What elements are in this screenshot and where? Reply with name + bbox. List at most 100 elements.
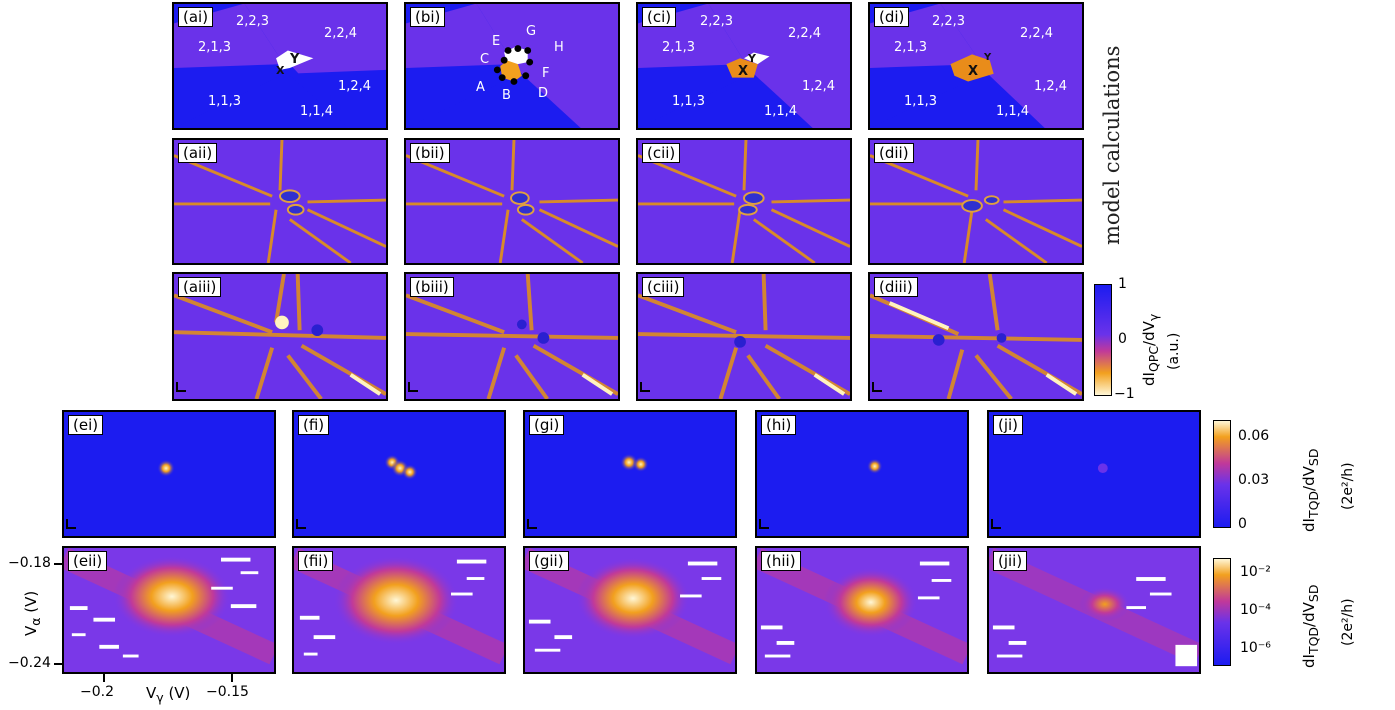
marker-y: Y: [290, 52, 300, 67]
panel-gii: (gii): [523, 546, 737, 674]
panel-label: (biii): [410, 277, 454, 297]
region-label: 2,2,4: [1020, 26, 1054, 41]
region-label: 1,1,4: [300, 104, 334, 119]
panel-di: (di) 2,2,3 2,2,4 2,1,3 1,1,3 1,2,4 1,1,4…: [868, 2, 1084, 130]
colorbar-tick: 10⁻⁴: [1240, 602, 1271, 618]
panel-label: (fi): [298, 415, 330, 435]
panel-diii: (diii): [868, 272, 1084, 401]
region-label: 1,2,4: [802, 79, 836, 94]
colorbar-tick: 0: [1238, 516, 1247, 532]
tick-mark: [176, 390, 186, 392]
tick-mark: [759, 527, 769, 529]
point-label: A: [476, 80, 485, 95]
marker-y: Y: [748, 52, 756, 65]
colorbar-tick: 10⁻²: [1240, 564, 1271, 580]
colorbar-tick: 0.06: [1238, 428, 1270, 444]
panel-label: (gii): [529, 551, 569, 571]
colorbar-tick: 1: [1118, 276, 1127, 292]
panel-hi: (hi): [755, 410, 969, 538]
y-tick: −0.24: [8, 655, 51, 671]
panel-label: (bii): [410, 143, 450, 163]
tick-mark: [991, 527, 1001, 529]
tick-mark: [408, 390, 418, 392]
panel-aii: (aii): [172, 138, 388, 265]
tick-mark: [759, 519, 761, 529]
region-label: 2,2,4: [788, 26, 822, 41]
region-label: 1,2,4: [338, 79, 372, 94]
point-label: H: [554, 40, 564, 55]
panel-ciii: (ciii): [636, 272, 852, 401]
tick-mark: [176, 382, 178, 392]
point-label: C: [480, 52, 490, 67]
point-label: B: [502, 88, 511, 103]
panel-dii: (dii): [868, 138, 1084, 265]
region-label: 2,2,3: [236, 14, 270, 29]
tick-mark: [872, 382, 874, 392]
x-tick: −0.2: [80, 684, 114, 700]
side-title: model calculations: [1100, 45, 1124, 245]
panel-label: (jii): [993, 551, 1028, 571]
region-label: 1,1,3: [672, 94, 706, 109]
tick-mark: [640, 382, 642, 392]
panel-bi: (bi) E G H C F A B D: [404, 2, 620, 130]
y-tick-mark: [54, 663, 62, 665]
tick-mark: [872, 390, 882, 392]
panel-ji: (ji): [987, 410, 1201, 538]
panel-label: (dii): [874, 143, 914, 163]
colorbar-tick: 10⁻⁶: [1240, 640, 1271, 656]
y-tick: −0.18: [8, 555, 51, 571]
panel-ai: (ai) 2,2,3 2,2,4 2,1,3 1,1,3 1,2,4 1,1,4…: [172, 2, 388, 130]
colorbar-label: dITQD/dVSD: [1300, 448, 1321, 532]
panel-label: (aii): [178, 143, 218, 163]
colorbar-tick: −1: [1114, 386, 1135, 402]
region-label: 1,2,4: [1034, 79, 1068, 94]
tick-mark: [66, 527, 76, 529]
panel-aiii: (aiii): [172, 272, 388, 401]
region-label: 2,1,3: [894, 40, 928, 55]
panel-label: (cii): [642, 143, 681, 163]
colorbar-label: dIQPC/dVγ: [1140, 313, 1161, 386]
tick-mark: [296, 519, 298, 529]
y-axis-label: Vα (V): [22, 590, 43, 636]
y-tick-mark: [54, 563, 62, 565]
x-axis-label: Vγ (V): [146, 684, 191, 705]
tick-mark: [527, 527, 537, 529]
colorbar-qpc: [1094, 284, 1112, 396]
panel-label: (di): [874, 7, 910, 27]
panel-ci: (ci) 2,2,3 2,2,4 2,1,3 1,1,3 1,2,4 1,1,4…: [636, 2, 852, 130]
panel-gi: (gi): [523, 410, 737, 538]
panel-label: (ciii): [642, 277, 685, 297]
colorbar-label: dITQD/dVSD: [1300, 584, 1321, 668]
panel-label: (fii): [298, 551, 334, 571]
region-label: 2,1,3: [198, 40, 232, 55]
region-label: 1,1,4: [764, 104, 798, 119]
panel-label: (bi): [410, 7, 446, 27]
panel-label: (hii): [761, 551, 801, 571]
region-label: 1,1,3: [904, 94, 938, 109]
panel-label: (diii): [874, 277, 918, 297]
panel-label: (ci): [642, 7, 677, 27]
panel-label: (ai): [178, 7, 214, 27]
panel-cii: (cii): [636, 138, 852, 265]
region-label: 2,1,3: [662, 40, 696, 55]
panel-fi: (fi): [292, 410, 506, 538]
x-tick-mark: [231, 674, 233, 682]
colorbar-unit: (2e²/h): [1340, 598, 1356, 646]
x-tick: −0.15: [206, 684, 249, 700]
point-label: E: [492, 34, 501, 49]
panel-label: (ji): [993, 415, 1024, 435]
panel-jii: (jii): [987, 546, 1201, 674]
tick-mark: [527, 519, 529, 529]
panel-biii: (biii): [404, 272, 620, 401]
panel-label: (ei): [68, 415, 104, 435]
marker-x: X: [738, 64, 749, 79]
colorbar-unit: (a.u.): [1166, 332, 1182, 370]
tick-mark: [66, 519, 68, 529]
tick-mark: [640, 390, 650, 392]
panel-ei: (ei): [62, 410, 276, 538]
colorbar-tqd-log: [1213, 558, 1231, 666]
region-label: 2,2,3: [700, 14, 734, 29]
marker-x: X: [968, 64, 979, 79]
region-label: 1,1,3: [208, 94, 242, 109]
tick-mark: [408, 382, 410, 392]
